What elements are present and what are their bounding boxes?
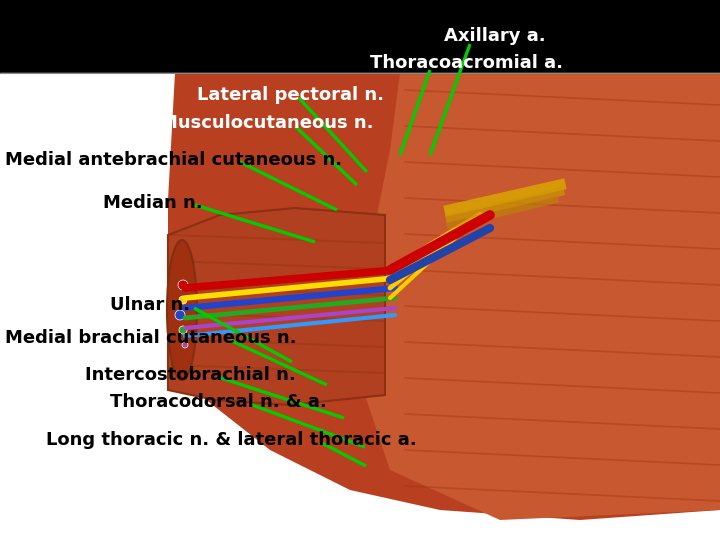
- Text: Axillary a.: Axillary a.: [444, 27, 546, 45]
- Text: Long thoracic n. & lateral thoracic a.: Long thoracic n. & lateral thoracic a.: [46, 431, 417, 449]
- Text: Musculocutaneous n.: Musculocutaneous n.: [160, 114, 374, 132]
- Text: Intercostobrachial n.: Intercostobrachial n.: [85, 366, 296, 384]
- Text: Median n.: Median n.: [103, 194, 202, 212]
- Ellipse shape: [182, 342, 188, 348]
- Text: Lateral pectoral n.: Lateral pectoral n.: [197, 86, 384, 104]
- Bar: [0, 73, 720, 540]
- Text: Thoracoacromial a.: Thoracoacromial a.: [370, 54, 563, 72]
- Ellipse shape: [167, 240, 197, 380]
- Text: Ulnar n.: Ulnar n.: [110, 296, 190, 314]
- Polygon shape: [168, 208, 385, 405]
- Ellipse shape: [179, 326, 187, 334]
- Text: Thoracodorsal n. & a.: Thoracodorsal n. & a.: [110, 393, 327, 411]
- Ellipse shape: [179, 296, 187, 304]
- Ellipse shape: [178, 280, 188, 290]
- Polygon shape: [168, 73, 720, 520]
- Ellipse shape: [175, 310, 185, 320]
- Text: Medial antebrachial cutaneous n.: Medial antebrachial cutaneous n.: [5, 151, 342, 169]
- Polygon shape: [360, 73, 720, 520]
- Text: Medial brachial cutaneous n.: Medial brachial cutaneous n.: [5, 329, 297, 347]
